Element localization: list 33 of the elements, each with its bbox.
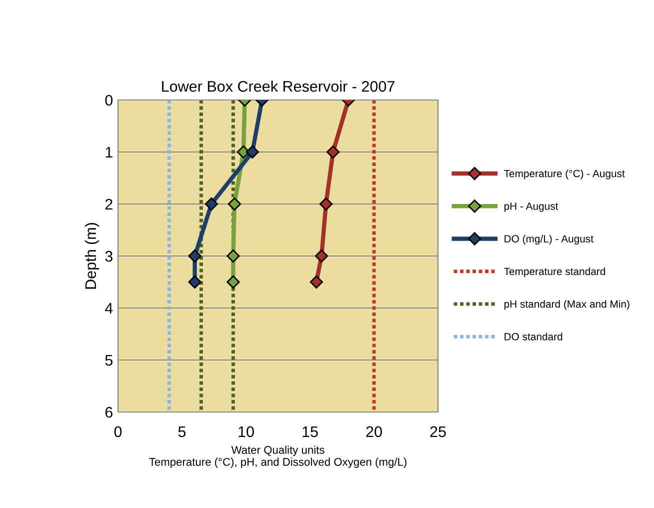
y-tick-label: 6 <box>105 406 112 418</box>
point <box>188 249 202 263</box>
point <box>204 197 218 211</box>
y-tick-label: 4 <box>104 303 113 314</box>
point <box>226 275 240 289</box>
point <box>314 249 328 263</box>
legend-label: Temperature standard <box>504 267 606 278</box>
y-axis-title: Depth (m) <box>84 222 100 289</box>
x-tick-label: 15 <box>302 426 318 438</box>
legend-label: DO standard <box>504 332 562 340</box>
y-tick-label: 5 <box>105 355 112 366</box>
point <box>319 197 333 211</box>
y-tick-label: 1 <box>106 147 112 158</box>
point <box>188 275 202 289</box>
legend-label: DO (mg/L) - August <box>504 234 594 245</box>
legend-label: Temperature (°C) - August <box>504 170 625 180</box>
point <box>326 145 340 159</box>
point <box>246 145 259 159</box>
x-tick-label: 10 <box>238 426 254 438</box>
point <box>228 197 242 211</box>
x-tick-label: 0 <box>114 426 122 438</box>
chart-title: Lower Box Creek Reservoir - 2007 <box>162 80 394 92</box>
y-tick-label: 0 <box>105 94 113 106</box>
y-tick-label: 2 <box>105 198 112 210</box>
x-axis-title: Water Quality units Temperature (°C), pH, and Dissolved Oxygen (mg/L) <box>149 446 406 468</box>
legend-label: pH - August <box>504 202 558 212</box>
x-tick-label: 5 <box>178 426 186 438</box>
point <box>310 275 323 289</box>
x-tick-label: 25 <box>430 426 446 438</box>
legend-label: pH standard (Max and Min) <box>504 300 630 310</box>
point <box>226 249 240 263</box>
x-tick-label: 20 <box>366 426 382 438</box>
y-tick-label: 3 <box>105 250 112 262</box>
